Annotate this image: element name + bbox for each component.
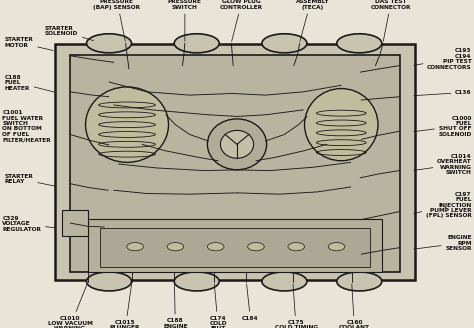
Text: C188
FUEL
HEATER: C188 FUEL HEATER bbox=[5, 75, 55, 92]
FancyBboxPatch shape bbox=[55, 44, 415, 280]
Ellipse shape bbox=[207, 119, 266, 170]
Text: ENGINE
RPM
SENSOR: ENGINE RPM SENSOR bbox=[414, 236, 472, 251]
Text: C19-11
BAROMETRIC
ABSOLUTE
PRESSURE
(BAP) SENSOR: C19-11 BAROMETRIC ABSOLUTE PRESSURE (BAP… bbox=[92, 0, 140, 41]
Ellipse shape bbox=[337, 272, 382, 291]
Text: STARTER
RELAY: STARTER RELAY bbox=[5, 174, 55, 186]
Bar bbox=[88, 219, 382, 272]
Text: C136: C136 bbox=[414, 90, 472, 96]
Text: C1001
FUEL WATER
SWITCH
ON BOTTOM
OF FUEL
FILTER/HEATER: C1001 FUEL WATER SWITCH ON BOTTOM OF FUE… bbox=[2, 110, 56, 142]
Ellipse shape bbox=[262, 272, 307, 291]
Ellipse shape bbox=[220, 130, 254, 158]
Text: C1015
PLUNGER
FUEL
FILTER
SWITCH: C1015 PLUNGER FUEL FILTER SWITCH bbox=[109, 284, 140, 328]
Ellipse shape bbox=[127, 243, 143, 251]
Bar bbox=[100, 228, 370, 267]
Text: C125
OIL
PRESSURE
SWITCH: C125 OIL PRESSURE SWITCH bbox=[168, 0, 202, 41]
Text: C184: C184 bbox=[242, 284, 259, 320]
Bar bbox=[62, 210, 88, 236]
Ellipse shape bbox=[328, 243, 345, 251]
Text: C1327
TRANSMISSION
ELECTRONIC
CONTROL
ASSEMBLY
(TECA): C1327 TRANSMISSION ELECTRONIC CONTROL AS… bbox=[288, 0, 337, 41]
Ellipse shape bbox=[337, 34, 382, 53]
FancyBboxPatch shape bbox=[70, 55, 400, 272]
Ellipse shape bbox=[174, 272, 219, 291]
Text: C160
COOLANT
TEMPERATURE
SENSOR: C160 COOLANT TEMPERATURE SENSOR bbox=[331, 284, 378, 328]
Ellipse shape bbox=[262, 34, 307, 53]
Ellipse shape bbox=[86, 34, 132, 53]
Ellipse shape bbox=[304, 89, 378, 161]
Ellipse shape bbox=[86, 272, 132, 291]
Text: C174
COLD
IBUT
SOLENOID: C174 COLD IBUT SOLENOID bbox=[201, 284, 235, 328]
Ellipse shape bbox=[247, 243, 264, 251]
Ellipse shape bbox=[174, 34, 219, 53]
Text: C1014
OVERHEAT
WARNING
SWITCH: C1014 OVERHEAT WARNING SWITCH bbox=[414, 154, 472, 175]
Text: STARTER
SOLENOID: STARTER SOLENOID bbox=[45, 26, 93, 41]
Text: C1008
GLOW PLUG
CONTROLLER: C1008 GLOW PLUG CONTROLLER bbox=[220, 0, 263, 41]
Text: C175
COLD TIMING
ADVANCE
SOLENOID: C175 COLD TIMING ADVANCE SOLENOID bbox=[275, 284, 318, 328]
Text: C1000
FUEL
SHUT OFF
SOLENOID: C1000 FUEL SHUT OFF SOLENOID bbox=[414, 116, 472, 137]
Text: C188
ENGINE
TEMPERATURE
SWITCH: C188 ENGINE TEMPERATURE SWITCH bbox=[152, 284, 199, 328]
Text: C1010
LOW VACUUM
WARNING
SWITCH: C1010 LOW VACUUM WARNING SWITCH bbox=[48, 284, 92, 328]
Ellipse shape bbox=[208, 243, 224, 251]
Ellipse shape bbox=[86, 87, 169, 162]
Ellipse shape bbox=[288, 243, 304, 251]
Text: STARTER
MOTOR: STARTER MOTOR bbox=[5, 37, 53, 51]
Text: C-143
DAS TEST
CONNECTOR: C-143 DAS TEST CONNECTOR bbox=[371, 0, 411, 41]
Text: C193
C194
PIP TEST
CONNECTORS: C193 C194 PIP TEST CONNECTORS bbox=[414, 49, 472, 70]
Ellipse shape bbox=[167, 243, 183, 251]
Text: C197
FUEL
INJECTION
PUMP LEVER
(FPL) SENSOR: C197 FUEL INJECTION PUMP LEVER (FPL) SEN… bbox=[414, 192, 472, 218]
Text: C329
VOLTAGE
REGULATOR: C329 VOLTAGE REGULATOR bbox=[2, 216, 55, 232]
